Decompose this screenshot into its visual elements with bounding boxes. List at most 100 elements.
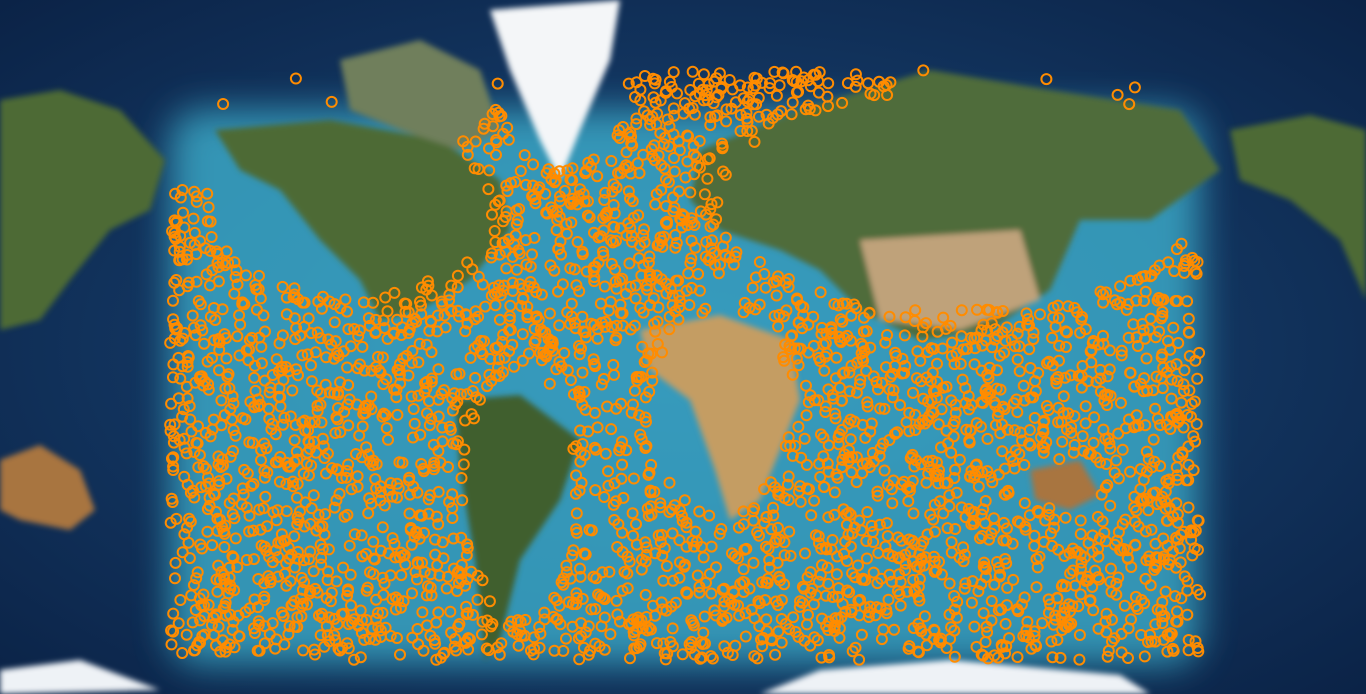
observation-point [629,91,641,103]
observation-point [948,590,961,602]
observation-point [211,585,224,598]
observation-point [360,441,373,454]
observation-point [570,526,583,539]
observation-point [879,336,892,349]
observation-point [316,432,329,445]
observation-point [575,630,587,643]
observation-point [204,215,217,228]
observation-point [1141,384,1154,397]
observation-point [303,416,316,429]
observation-point [932,418,945,431]
observation-point [629,292,642,305]
observation-point [953,453,966,466]
observation-point [972,585,985,598]
observation-point [570,507,583,520]
observation-point [930,456,943,469]
observation-point [411,573,423,586]
observation-point [637,306,650,319]
observation-point [570,469,583,482]
observation-point [684,84,697,96]
observation-point [878,464,891,477]
observation-point [377,378,390,391]
observation-point [886,550,899,563]
observation-point [182,276,195,289]
observation-point [197,460,210,473]
observation-point [800,458,813,471]
observation-point [971,303,983,316]
observation-point [792,85,805,98]
observation-point [992,468,1005,481]
observation-point [598,593,611,606]
observation-point [173,434,186,446]
observation-point [243,509,256,522]
observation-point [201,187,214,200]
observation-point [280,308,293,321]
observation-point [647,91,660,104]
observation-point [305,502,318,515]
observation-point [371,607,384,619]
observation-point [573,484,586,497]
observation-point [504,323,517,336]
observation-point [784,549,797,562]
observation-point [691,569,704,582]
observation-point [786,96,799,109]
observation-point [460,608,473,621]
observation-point [454,388,467,401]
observation-point [663,120,676,133]
observation-point [1092,550,1105,563]
observation-point [342,323,355,336]
observation-point [294,592,307,605]
observation-point [212,333,225,345]
observation-point [199,480,212,493]
observation-point [604,628,617,641]
observation-point [257,309,270,322]
observation-point [1159,585,1172,598]
observation-point [628,384,641,397]
observation-point [422,493,435,506]
observation-point [1083,595,1096,608]
observation-point [602,479,615,492]
observation-point [425,412,438,425]
observation-point [446,404,459,417]
observation-point [1061,423,1073,436]
observation-point [796,596,809,609]
observation-point [176,410,189,423]
observation-point [417,462,430,475]
observation-point [639,411,652,424]
observation-point [519,178,532,191]
observation-point [880,517,893,530]
observation-point [924,375,937,388]
observation-point [506,284,519,297]
observation-point [315,302,328,315]
observation-point [558,347,571,359]
observation-point [693,586,706,599]
observation-point [212,450,225,463]
observation-point [597,245,609,258]
observation-point [186,309,199,322]
observation-point [229,532,242,545]
observation-point [1073,653,1086,666]
observation-point [893,551,906,564]
observation-point [752,91,765,104]
observation-point [638,236,651,249]
observation-point [331,618,344,631]
observation-point [199,242,212,255]
observation-point [782,431,795,444]
observation-point [703,509,716,522]
observation-point [455,559,468,571]
observation-point [453,310,465,323]
observation-point [922,395,935,408]
observation-point [807,339,820,352]
observation-point [605,257,618,270]
observation-point [648,154,661,167]
observation-point [832,590,845,603]
observation-point [920,317,932,330]
south-america [455,395,580,660]
observation-point [775,105,788,118]
observation-point [554,190,566,203]
observation-point [1161,539,1174,552]
observation-point [167,313,180,326]
observation-point [180,380,193,393]
observation-point [461,148,474,161]
observation-point [374,366,387,379]
